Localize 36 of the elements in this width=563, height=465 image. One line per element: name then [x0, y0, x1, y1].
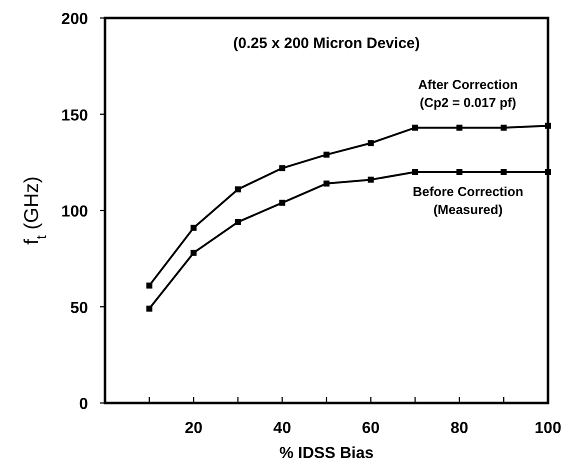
point	[456, 169, 462, 175]
point	[368, 140, 374, 146]
point	[234, 186, 241, 192]
y-tick-label: 100	[61, 204, 88, 220]
x-tick-label: 20	[184, 420, 203, 437]
point	[500, 124, 507, 131]
y-tick-label: 50	[70, 300, 88, 317]
point	[412, 124, 418, 131]
point	[412, 169, 418, 175]
point	[146, 282, 152, 289]
text: (0.25 x 200 Micron Device)	[233, 35, 420, 52]
y-tick-label: 0	[79, 396, 88, 413]
y-tick-label: 150	[61, 107, 88, 124]
point	[190, 250, 197, 256]
y-tick-label: 200	[61, 11, 88, 28]
point	[146, 306, 152, 312]
point	[324, 180, 330, 187]
point	[545, 122, 551, 129]
point	[545, 169, 551, 175]
point	[234, 219, 241, 226]
point	[368, 176, 374, 183]
x-tick-label: 80	[450, 420, 468, 437]
point	[279, 200, 286, 206]
x-tick-label: 40	[273, 420, 292, 437]
x-tick-label: 100	[534, 420, 562, 437]
series-label: Before Correction	[412, 184, 524, 199]
point	[279, 165, 286, 172]
point	[190, 224, 197, 231]
point	[500, 169, 507, 175]
annotation: (Measured)	[433, 202, 503, 217]
x-tick-label: 60	[362, 420, 380, 437]
point	[324, 152, 330, 158]
point	[456, 124, 462, 131]
x-axis-title: % IDSS Bias	[279, 445, 374, 462]
annotation: (Cp2 = 0.017 pf)	[420, 94, 516, 110]
text: After Correction	[418, 76, 518, 92]
